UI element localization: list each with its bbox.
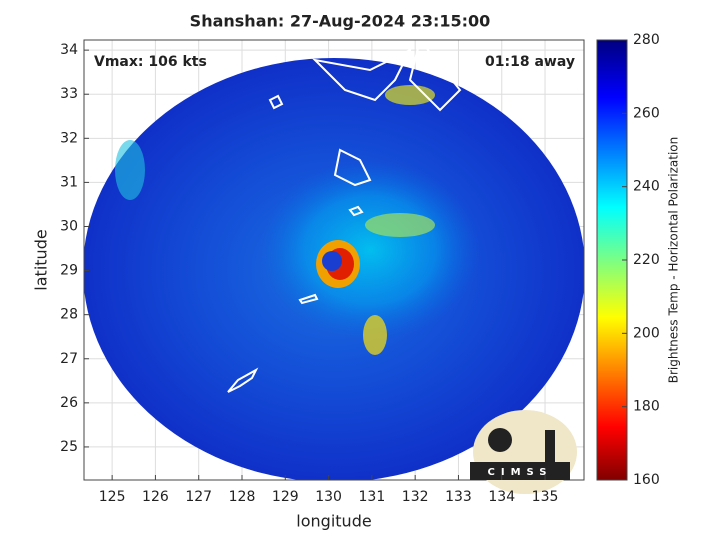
logo-text: CIMSS [488,467,553,478]
colorbar-tick-label: 220 [633,252,660,268]
annotation: 01:18 away [485,54,575,70]
y-tick-label: 34 [60,42,78,58]
x-tick-label: 133 [445,489,472,505]
x-axis-label: longitude [296,512,371,531]
x-tick-label: 125 [99,489,126,505]
imagery [84,40,584,480]
colorbar-tick-label: 160 [633,472,660,488]
x-tick-label: 128 [229,489,256,505]
y-tick-label: 26 [60,395,78,411]
x-tick-label: 131 [359,489,386,505]
chart-title: Shanshan: 27-Aug-2024 23:15:00 [190,12,491,31]
y-tick-label: 28 [60,307,78,323]
colorbar-tick-label: 240 [633,179,660,195]
logo: CIMSS [470,410,577,494]
y-axis-label: latitude [32,229,51,290]
y-tick-label: 29 [60,263,78,279]
axes-frame [83,39,585,481]
x-tick-label: 135 [532,489,559,505]
y-tick-label: 32 [60,130,78,146]
annotation: Vmax: 106 kts [94,54,207,70]
colorbar-tick-label: 260 [633,105,660,121]
colorbar-tick-label: 180 [633,399,660,415]
x-tick-label: 126 [142,489,169,505]
y-tick-label: 30 [60,218,78,234]
colorbar-tick-label: 200 [633,325,660,341]
y-tick-label: 33 [60,86,78,102]
y-tick-label: 27 [60,351,78,367]
x-tick-label: 129 [272,489,299,505]
x-tick-label: 127 [185,489,212,505]
colorbar-tick-label: 280 [633,32,660,48]
x-tick-label: 134 [488,489,515,505]
y-tick-label: 31 [60,174,78,190]
colorbar-label: Brightness Temp - Horizontal Polarizatio… [667,137,681,384]
y-tick-label: 25 [60,439,78,455]
x-tick-label: 132 [402,489,429,505]
x-tick-label: 130 [315,489,342,505]
